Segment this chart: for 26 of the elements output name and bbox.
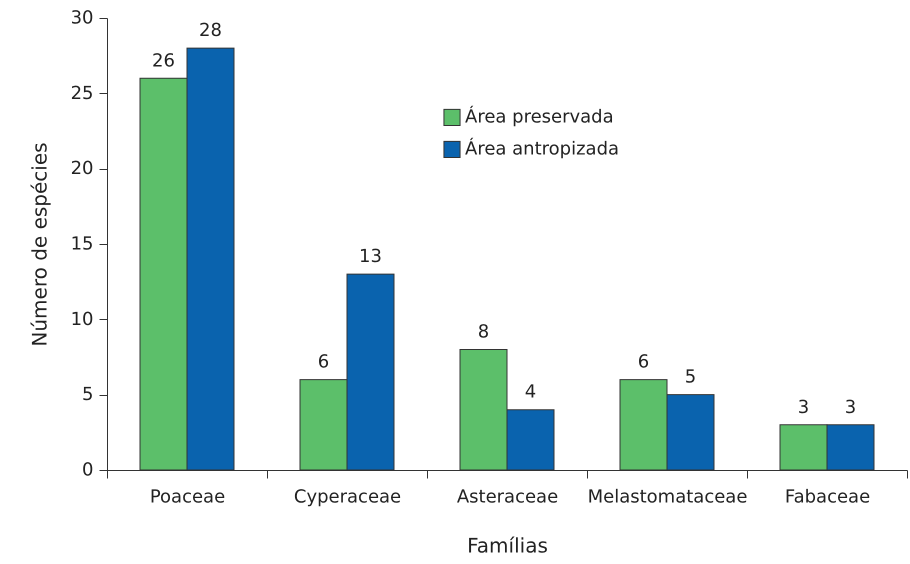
data-label: 5 — [684, 366, 696, 388]
data-label: 8 — [478, 321, 490, 342]
data-label: 3 — [844, 396, 856, 418]
x-tick-label: Fabaceae — [784, 486, 870, 508]
data-label: 6 — [638, 352, 650, 373]
legend-label: Área antropizada — [465, 137, 620, 160]
y-tick-label: 0 — [82, 460, 94, 480]
y-tick-label: 25 — [70, 82, 94, 104]
data-label: 4 — [524, 382, 536, 403]
data-label: 13 — [359, 246, 382, 268]
x-tick-label: Cyperaceae — [294, 486, 402, 508]
x-tick-label: Poaceae — [150, 486, 226, 508]
data-label: 28 — [199, 20, 222, 42]
data-label: 26 — [152, 50, 175, 72]
x-tick-label: Asteraceae — [456, 486, 558, 508]
data-label: 6 — [318, 352, 330, 373]
data-label: 3 — [798, 396, 810, 418]
y-tick-label: 10 — [70, 308, 94, 330]
y-tick-label: 15 — [70, 234, 94, 254]
y-tick-label: 30 — [70, 8, 94, 28]
x-axis-title: Famílias — [467, 534, 548, 558]
legend-label: Área preservada — [465, 105, 614, 128]
y-tick-label: 20 — [70, 158, 94, 180]
y-axis-title: Número de espécies — [28, 142, 52, 347]
x-tick-label: Melastomataceae — [588, 486, 748, 508]
y-tick-label: 5 — [82, 384, 94, 406]
